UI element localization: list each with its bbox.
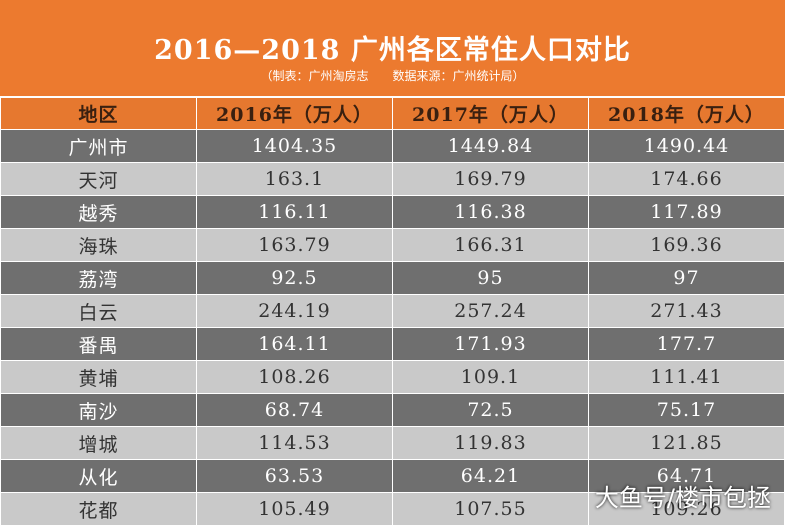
value-cell: 169.36 bbox=[588, 228, 785, 262]
column-header: 地区 bbox=[0, 97, 197, 130]
value-cell: 111.41 bbox=[588, 360, 785, 394]
value-cell: 164.11 bbox=[196, 327, 393, 361]
subtitle: （制表：广州淘房志 数据来源：广州统计局） bbox=[260, 69, 525, 83]
value-cell: 244.19 bbox=[196, 294, 393, 328]
table-row: 黄埔 108.26 109.1 111.41 bbox=[0, 360, 785, 394]
value-cell: 171.93 bbox=[392, 327, 589, 361]
district-cell: 白云 bbox=[0, 294, 197, 328]
district-cell: 花都 bbox=[0, 492, 197, 526]
district-cell: 南沙 bbox=[0, 393, 197, 427]
value-cell: 107.55 bbox=[392, 492, 589, 526]
district-cell: 增城 bbox=[0, 426, 197, 460]
value-cell: 63.53 bbox=[196, 459, 393, 493]
value-cell: 97 bbox=[588, 261, 785, 295]
value-cell: 1490.44 bbox=[588, 129, 785, 163]
value-cell: 271.43 bbox=[588, 294, 785, 328]
district-cell: 从化 bbox=[0, 459, 197, 493]
value-cell: 117.89 bbox=[588, 195, 785, 229]
value-cell: 95 bbox=[392, 261, 589, 295]
table-row: 花都 105.49 107.55 109.26 bbox=[0, 492, 785, 526]
value-cell: 105.49 bbox=[196, 492, 393, 526]
value-cell: 116.38 bbox=[392, 195, 589, 229]
district-cell: 荔湾 bbox=[0, 261, 197, 295]
value-cell: 119.83 bbox=[392, 426, 589, 460]
table-row: 白云 244.19 257.24 271.43 bbox=[0, 294, 785, 328]
value-cell: 177.7 bbox=[588, 327, 785, 361]
title: 2016—2018 广州各区常住人口对比 bbox=[154, 35, 631, 66]
district-cell: 广州市 bbox=[0, 129, 197, 163]
column-header: 2016年（万人） bbox=[196, 97, 393, 130]
table-row: 天河 163.1 169.79 174.66 bbox=[0, 162, 785, 196]
value-cell: 174.66 bbox=[588, 162, 785, 196]
header-row: 地区 2016年（万人） 2017年（万人） 2018年（万人） bbox=[0, 97, 785, 130]
value-cell: 116.11 bbox=[196, 195, 393, 229]
table-row: 越秀 116.11 116.38 117.89 bbox=[0, 195, 785, 229]
district-cell: 天河 bbox=[0, 162, 197, 196]
table-row: 增城 114.53 119.83 121.85 bbox=[0, 426, 785, 460]
watermark: 大鱼号/楼市包拯 bbox=[594, 484, 771, 512]
value-cell: 1404.35 bbox=[196, 129, 393, 163]
value-cell: 75.17 bbox=[588, 393, 785, 427]
column-header: 2018年（万人） bbox=[588, 97, 785, 130]
table-row: 荔湾 92.5 95 97 bbox=[0, 261, 785, 295]
value-cell: 64.21 bbox=[392, 459, 589, 493]
value-cell: 166.31 bbox=[392, 228, 589, 262]
value-cell: 72.5 bbox=[392, 393, 589, 427]
value-cell: 121.85 bbox=[588, 426, 785, 460]
value-cell: 169.79 bbox=[392, 162, 589, 196]
district-cell: 海珠 bbox=[0, 228, 197, 262]
value-cell: 92.5 bbox=[196, 261, 393, 295]
value-cell: 108.26 bbox=[196, 360, 393, 394]
population-table: 地区 2016年（万人） 2017年（万人） 2018年（万人） 广州市 1404.35 1… bbox=[0, 97, 785, 526]
district-cell: 黄埔 bbox=[0, 360, 197, 394]
table-row: 从化 63.53 64.21 64.71 bbox=[0, 459, 785, 493]
value-cell: 109.26 bbox=[588, 492, 785, 526]
district-cell: 番禺 bbox=[0, 327, 197, 361]
value-cell: 1449.84 bbox=[392, 129, 589, 163]
value-cell: 163.1 bbox=[196, 162, 393, 196]
value-cell: 114.53 bbox=[196, 426, 393, 460]
table-row: 广州市 1404.35 1449.84 1490.44 bbox=[0, 129, 785, 163]
title-band: 2016—2018 广州各区常住人口对比 （制表：广州淘房志 数据来源：广州统计… bbox=[0, 0, 785, 96]
value-cell: 257.24 bbox=[392, 294, 589, 328]
value-cell: 109.1 bbox=[392, 360, 589, 394]
value-cell: 64.71 bbox=[588, 459, 785, 493]
table-row: 南沙 68.74 72.5 75.17 bbox=[0, 393, 785, 427]
value-cell: 68.74 bbox=[196, 393, 393, 427]
district-cell: 越秀 bbox=[0, 195, 197, 229]
column-header: 2017年（万人） bbox=[392, 97, 589, 130]
table-row: 番禺 164.11 171.93 177.7 bbox=[0, 327, 785, 361]
table-row: 海珠 163.79 166.31 169.36 bbox=[0, 228, 785, 262]
value-cell: 163.79 bbox=[196, 228, 393, 262]
